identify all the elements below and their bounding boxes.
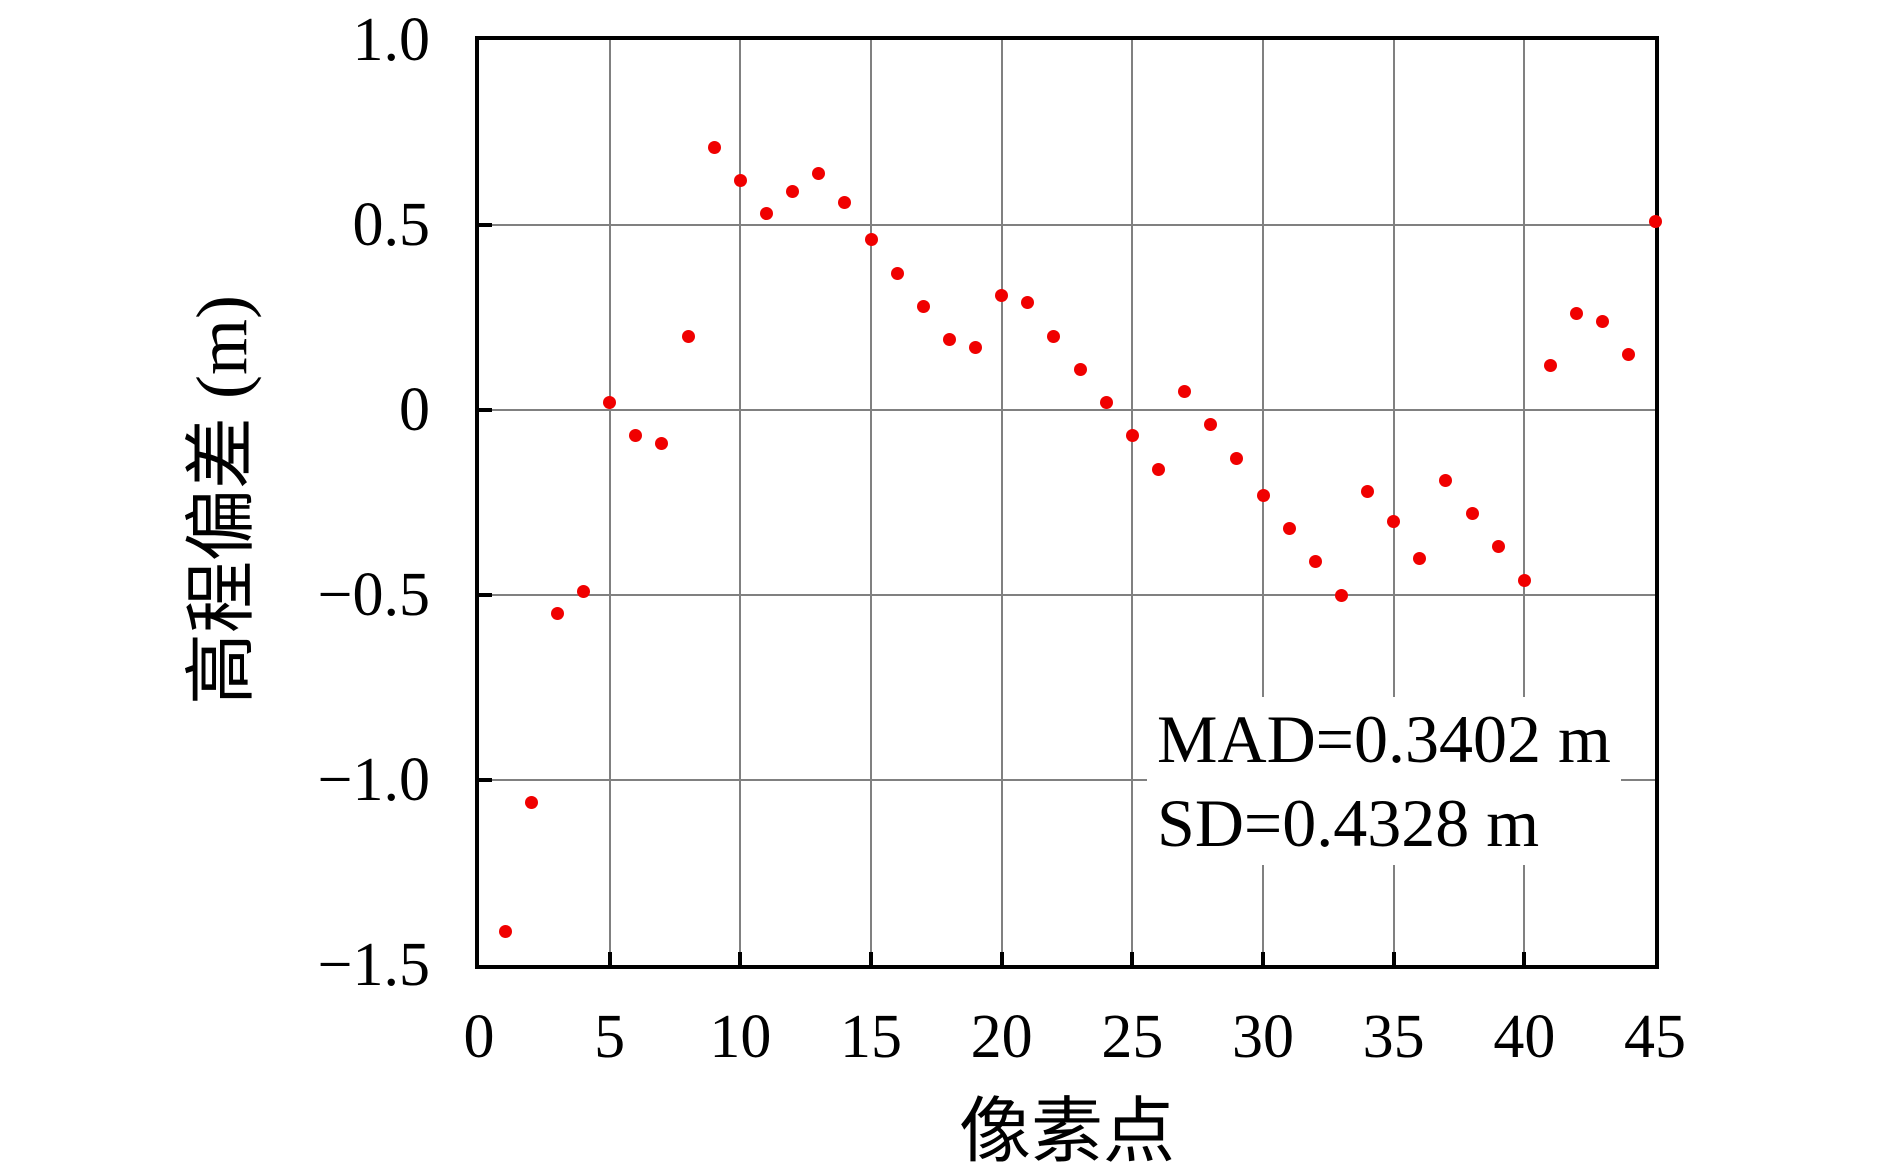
plot-area: MAD=0.3402 m SD=0.4328 m: [475, 36, 1662, 969]
x-tick-mark-10: [738, 952, 743, 965]
data-point: [1230, 451, 1244, 465]
data-point: [1308, 555, 1322, 569]
gridline-x-20: [1000, 40, 1003, 965]
data-point: [550, 607, 564, 620]
gridline-x-30: [1262, 40, 1264, 965]
gridline-y-0.5: [479, 224, 1655, 226]
data-point: [707, 140, 721, 154]
x-tick-mark-30: [1261, 952, 1265, 965]
data-point: [1282, 521, 1296, 535]
data-point: [1178, 385, 1192, 398]
data-point: [1517, 573, 1531, 587]
data-point: [1570, 307, 1584, 321]
x-tick-mark-25: [1130, 952, 1135, 965]
data-point: [1387, 514, 1401, 528]
x-tick-label-0: 0: [463, 1003, 495, 1071]
data-point: [916, 299, 930, 313]
annotation-sd: SD=0.4328 m: [1157, 785, 1540, 861]
gridline-y-0: [479, 409, 1655, 411]
y-tick-label-0.5: 0.5: [352, 191, 431, 259]
data-point: [942, 333, 956, 347]
x-tick-label-5: 5: [594, 1003, 626, 1071]
data-point: [1256, 488, 1270, 502]
gridline-x-40: [1523, 40, 1526, 965]
x-tick-label-30: 30: [1232, 1003, 1294, 1071]
data-point: [864, 233, 878, 247]
x-tick-label-40: 40: [1493, 1003, 1556, 1071]
gridline-x-35: [1392, 40, 1395, 965]
y-tick-mark-0.5: [479, 223, 492, 227]
data-point: [759, 207, 773, 221]
y-tick-mark-−1.0: [479, 778, 492, 782]
x-tick-mark-5: [607, 952, 612, 965]
data-point: [524, 795, 538, 809]
data-point: [1439, 473, 1453, 487]
x-tick-mark-40: [1522, 952, 1527, 965]
data-point: [969, 340, 983, 354]
x-tick-label-20: 20: [970, 1003, 1033, 1071]
data-point: [1622, 348, 1636, 361]
gridline-x-25: [1131, 40, 1134, 965]
x-tick-mark-15: [869, 952, 873, 965]
data-point: [838, 196, 852, 210]
data-point: [1125, 429, 1139, 443]
gridline-y-−0.5: [479, 594, 1655, 596]
data-point: [681, 329, 695, 343]
data-point: [890, 266, 904, 280]
data-point: [1073, 362, 1087, 376]
x-tick-label-45: 45: [1624, 1003, 1686, 1071]
data-point: [786, 185, 800, 199]
gridline-x-15: [870, 40, 872, 965]
data-point: [1596, 314, 1610, 328]
data-point: [812, 166, 826, 180]
x-tick-mark-20: [999, 952, 1004, 965]
x-tick-label-15: 15: [840, 1003, 902, 1071]
y-tick-label-1.0: 1.0: [352, 6, 431, 74]
gridline-x-5: [608, 40, 611, 965]
data-point: [629, 429, 643, 443]
annotation-mad: MAD=0.3402 m: [1157, 701, 1611, 777]
data-point: [655, 436, 669, 450]
data-point: [1465, 507, 1479, 521]
y-tick-label-−0.5: −0.5: [317, 561, 430, 629]
y-tick-mark-0: [479, 408, 492, 412]
y-axis-label: 高程偏差 (m): [182, 295, 262, 705]
data-point: [1543, 359, 1557, 373]
data-point: [1413, 551, 1427, 565]
y-tick-label-0: 0: [399, 376, 430, 444]
data-point: [498, 925, 512, 939]
annotation-box: MAD=0.3402 m SD=0.4328 m: [1147, 697, 1621, 865]
data-point: [1334, 588, 1348, 602]
data-point: [577, 584, 591, 598]
data-point: [995, 288, 1009, 302]
data-point: [1361, 484, 1375, 498]
data-point: [1648, 214, 1662, 228]
data-point: [1151, 462, 1165, 476]
gridline-y-−1.0: [479, 779, 1655, 781]
x-axis-label: 像素点: [958, 1092, 1175, 1172]
data-point: [603, 396, 617, 410]
x-tick-label-35: 35: [1362, 1003, 1425, 1071]
x-tick-label-10: 10: [709, 1003, 772, 1071]
y-tick-label-−1.0: −1.0: [317, 746, 430, 814]
data-point: [1204, 418, 1218, 432]
data-point: [1491, 540, 1505, 554]
x-tick-label-25: 25: [1101, 1003, 1164, 1071]
data-point: [1021, 296, 1035, 310]
x-tick-mark-35: [1391, 952, 1396, 965]
data-point: [1047, 329, 1061, 343]
data-point: [733, 174, 747, 188]
y-tick-mark-−0.5: [479, 593, 492, 597]
data-point: [1099, 396, 1113, 410]
y-tick-label-−1.5: −1.5: [317, 931, 430, 999]
gridline-x-10: [739, 40, 742, 965]
